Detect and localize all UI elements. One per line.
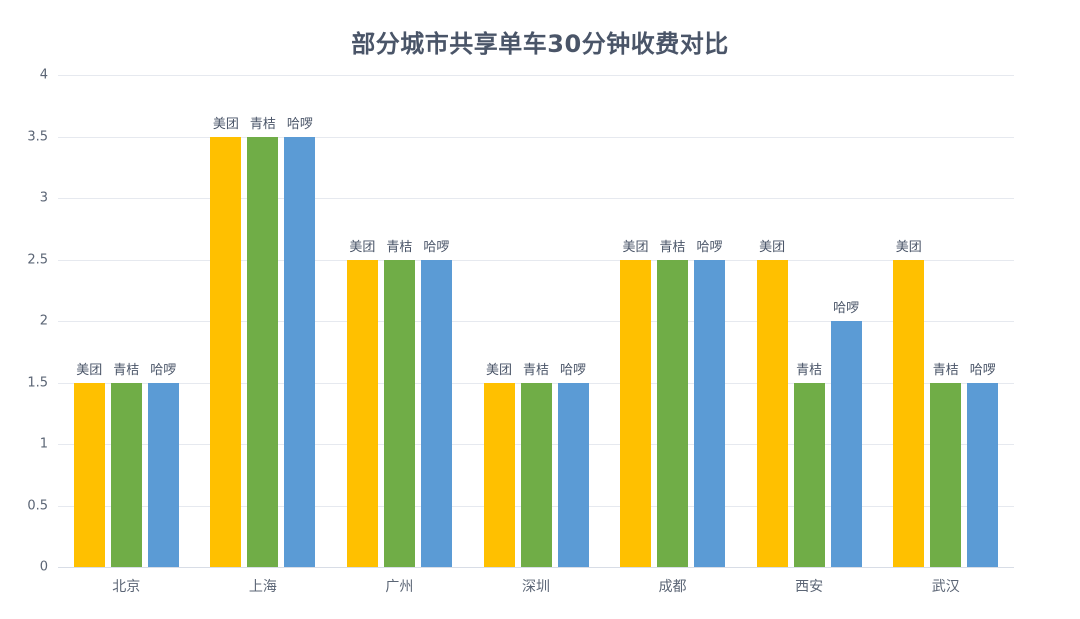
- bar-6-1: [930, 382, 962, 567]
- bar-6-2: [967, 382, 999, 567]
- y-tick-label: 3: [39, 190, 48, 206]
- bar-data-label: 美团: [212, 116, 239, 132]
- bar-data-label: 哈啰: [559, 362, 587, 378]
- bar-data-label: 哈啰: [969, 362, 996, 378]
- bar-data-label: 哈啰: [286, 116, 313, 132]
- bar-data-label: 青桔: [932, 362, 959, 378]
- bar-2-2: [420, 259, 452, 567]
- x-tick-label: 武汉: [931, 579, 960, 595]
- bar-1-2: [284, 136, 316, 567]
- chart-title: 部分城市共享单车30分钟收费对比: [351, 30, 729, 58]
- y-tick-label: 4: [39, 67, 48, 83]
- bar-4-1: [657, 259, 689, 567]
- bar-5-1: [793, 382, 825, 567]
- bar-data-label: 哈啰: [833, 301, 860, 316]
- y-tick-label: 0: [39, 559, 48, 575]
- gridline: [58, 136, 1014, 138]
- bar-3-1: [520, 382, 552, 567]
- bar-data-label: 哈啰: [423, 239, 450, 255]
- bar-0-2: [147, 382, 179, 567]
- x-tick-label: 广州: [385, 579, 414, 595]
- bar-1-1: [247, 136, 279, 567]
- plot-area: 美团 青桔 哈啰 美团 青桔 哈啰 美团 青桔 哈啰 美团 青桔 哈啰 美团 青桔 哈啰 美团 青桔 哈啰 美团 青桔…: [58, 75, 1014, 568]
- bar-3-0: [483, 382, 515, 567]
- x-tick-label: 上海: [248, 579, 277, 595]
- bar-2-1: [383, 259, 415, 567]
- bar-0-1: [110, 382, 142, 567]
- gridline: [58, 259, 1014, 261]
- bar-data-label: 哈啰: [150, 362, 177, 378]
- gridline: [58, 198, 1014, 199]
- x-tick-label: 成都: [658, 579, 687, 595]
- bar-5-2: [830, 321, 862, 567]
- gridline: [58, 567, 1014, 568]
- bar-3-2: [557, 382, 589, 567]
- bar-data-label: 青桔: [113, 362, 140, 378]
- bar-data-label: 青桔: [796, 362, 823, 378]
- x-tick-label: 西安: [795, 579, 824, 595]
- bar-4-0: [620, 259, 652, 567]
- bar-data-label: 美团: [485, 362, 513, 378]
- y-tick-label: 1.5: [27, 375, 48, 390]
- bar-data-label: 美团: [895, 239, 922, 255]
- bar-data-label: 美团: [759, 239, 786, 255]
- bar-data-label: 青桔: [386, 239, 413, 255]
- bar-1-0: [210, 136, 242, 567]
- gridline: [58, 321, 1014, 322]
- bar-6-0: [893, 259, 925, 567]
- x-tick-label: 深圳: [522, 579, 550, 595]
- bar-4-2: [694, 259, 726, 567]
- bar-data-label: 青桔: [522, 362, 550, 378]
- bar-data-label: 哈啰: [696, 239, 723, 255]
- bar-data-label: 青桔: [249, 116, 276, 132]
- y-tick-label: 1: [39, 436, 48, 452]
- bar-data-label: 美团: [76, 362, 103, 378]
- y-tick-label: 0.5: [27, 498, 48, 513]
- y-tick-label: 2.5: [27, 252, 48, 267]
- bar-data-label: 青桔: [659, 239, 686, 255]
- bar-5-0: [756, 259, 788, 567]
- gridline: [58, 75, 1014, 76]
- bar-data-label: 美团: [622, 239, 649, 255]
- bar-2-0: [346, 259, 378, 567]
- bar-0-0: [73, 382, 105, 567]
- y-tick-label: 2: [39, 313, 48, 329]
- bar-data-label: 美团: [349, 239, 376, 255]
- y-tick-label: 3.5: [27, 129, 48, 144]
- x-tick-label: 北京: [112, 579, 141, 595]
